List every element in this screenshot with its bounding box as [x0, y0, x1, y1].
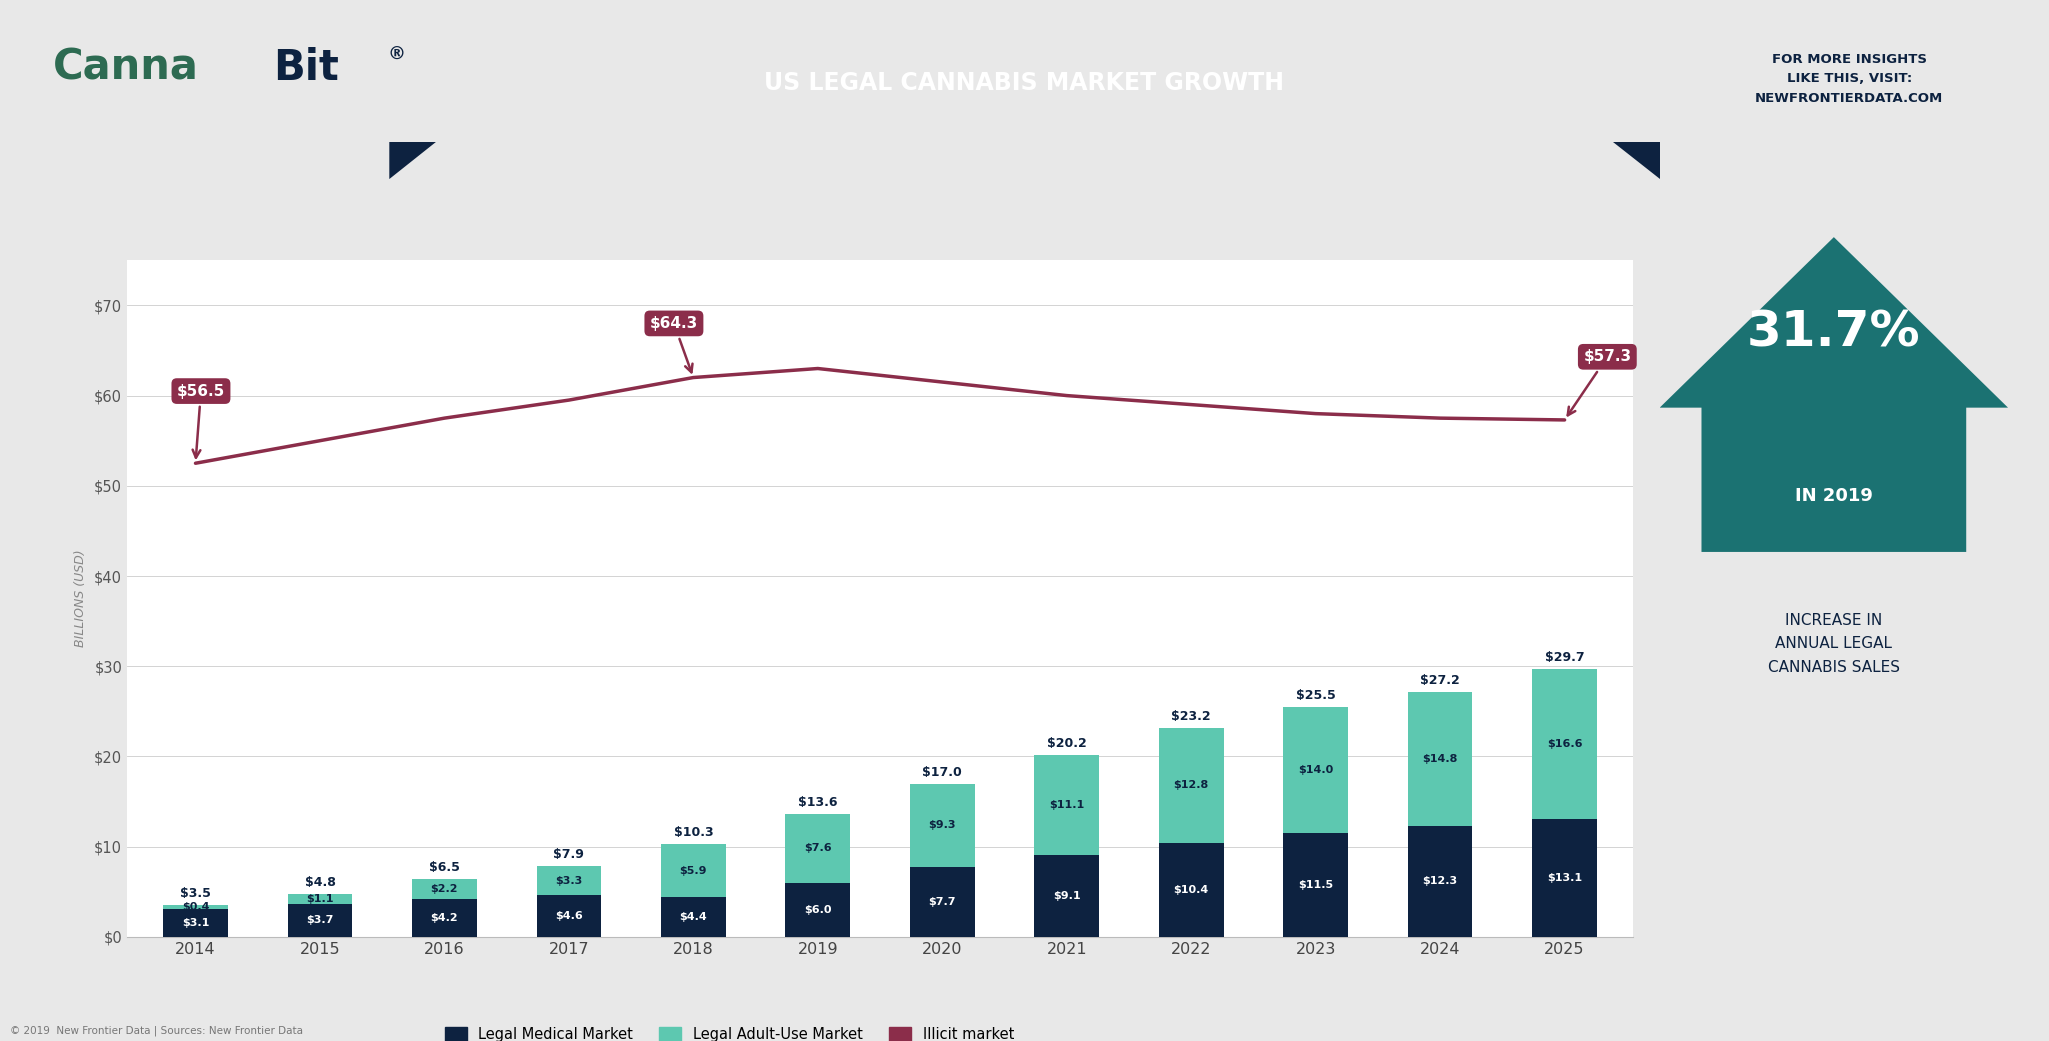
Text: $29.7: $29.7	[1545, 651, 1584, 664]
Text: $57.3: $57.3	[1567, 350, 1631, 415]
Text: $12.3: $12.3	[1422, 877, 1457, 887]
Text: $1.1: $1.1	[305, 893, 334, 904]
Bar	[164, 909, 227, 937]
Text: $7.6: $7.6	[803, 843, 832, 854]
Text: $7.7: $7.7	[928, 897, 957, 907]
Text: ®: ®	[387, 46, 406, 64]
Text: INCREASE IN
ANNUAL LEGAL
CANNABIS SALES: INCREASE IN ANNUAL LEGAL CANNABIS SALES	[1768, 613, 1899, 675]
Text: $4.2: $4.2	[430, 913, 459, 923]
Bar	[1283, 707, 1348, 833]
Text: $25.5: $25.5	[1295, 689, 1336, 702]
Bar	[412, 880, 477, 899]
Text: $9.1: $9.1	[1053, 891, 1080, 900]
Bar	[537, 866, 600, 895]
Bar	[1035, 755, 1098, 855]
Text: $23.2: $23.2	[1172, 710, 1211, 722]
Text: $12.8: $12.8	[1174, 781, 1209, 790]
Text: $17.0: $17.0	[922, 765, 963, 779]
Text: US LEGAL CANNABIS MARKET GROWTH: US LEGAL CANNABIS MARKET GROWTH	[764, 71, 1285, 96]
Text: $11.1: $11.1	[1049, 799, 1084, 810]
Text: $3.5: $3.5	[180, 887, 211, 900]
Legend: Legal Medical Market, Legal Adult-Use Market, Illicit market: Legal Medical Market, Legal Adult-Use Ma…	[438, 1021, 1020, 1041]
Bar	[1283, 833, 1348, 937]
Text: $3.1: $3.1	[182, 918, 209, 928]
Text: $14.0: $14.0	[1299, 765, 1334, 775]
Text: $11.5: $11.5	[1299, 880, 1334, 890]
Text: Bit: Bit	[273, 47, 338, 88]
Bar	[785, 814, 850, 883]
Bar	[1160, 728, 1223, 843]
Text: FOR MORE INSIGHTS
LIKE THIS, VISIT:
NEWFRONTIERDATA.COM: FOR MORE INSIGHTS LIKE THIS, VISIT: NEWF…	[1756, 53, 1942, 104]
Y-axis label: BILLIONS (USD): BILLIONS (USD)	[74, 550, 88, 648]
Text: $27.2: $27.2	[1420, 675, 1461, 687]
Text: $2.2: $2.2	[430, 884, 459, 894]
Text: $13.1: $13.1	[1547, 872, 1582, 883]
Bar	[1533, 669, 1596, 818]
Text: $13.6: $13.6	[797, 796, 838, 809]
Bar	[412, 899, 477, 937]
Bar	[662, 844, 725, 897]
Bar	[785, 883, 850, 937]
Bar	[910, 867, 975, 937]
Text: 31.7%: 31.7%	[1748, 308, 1920, 356]
Text: © 2019  New Frontier Data | Sources: New Frontier Data: © 2019 New Frontier Data | Sources: New …	[10, 1025, 303, 1036]
Bar	[1160, 843, 1223, 937]
Text: $4.8: $4.8	[305, 875, 336, 889]
Bar	[1533, 818, 1596, 937]
Text: $10.4: $10.4	[1174, 885, 1209, 895]
Text: $4.6: $4.6	[555, 911, 582, 921]
Text: $7.9: $7.9	[553, 847, 584, 861]
Text: $9.3: $9.3	[928, 820, 957, 831]
Text: $6.5: $6.5	[428, 861, 459, 874]
Bar	[1408, 826, 1473, 937]
Polygon shape	[1613, 142, 1660, 179]
Text: $16.6: $16.6	[1547, 739, 1582, 748]
Text: Canna: Canna	[53, 47, 199, 88]
Bar	[164, 906, 227, 909]
Text: $10.3: $10.3	[674, 826, 713, 839]
Text: IN 2019: IN 2019	[1795, 487, 1873, 505]
Text: $56.5: $56.5	[176, 383, 225, 458]
Text: $4.4: $4.4	[680, 912, 707, 922]
Text: $14.8: $14.8	[1422, 754, 1457, 764]
Bar	[662, 897, 725, 937]
Bar	[287, 893, 352, 904]
Text: $5.9: $5.9	[680, 865, 707, 875]
Bar	[910, 784, 975, 867]
Bar	[1035, 855, 1098, 937]
Text: $0.4: $0.4	[182, 903, 209, 912]
Text: $3.3: $3.3	[555, 875, 582, 886]
Text: $3.7: $3.7	[305, 915, 334, 925]
Bar	[537, 895, 600, 937]
Text: $6.0: $6.0	[803, 905, 832, 915]
Bar	[1408, 692, 1473, 826]
Polygon shape	[1660, 237, 2008, 552]
Text: $64.3: $64.3	[650, 315, 699, 373]
Polygon shape	[389, 142, 436, 179]
Bar	[287, 904, 352, 937]
Text: $20.2: $20.2	[1047, 737, 1086, 750]
